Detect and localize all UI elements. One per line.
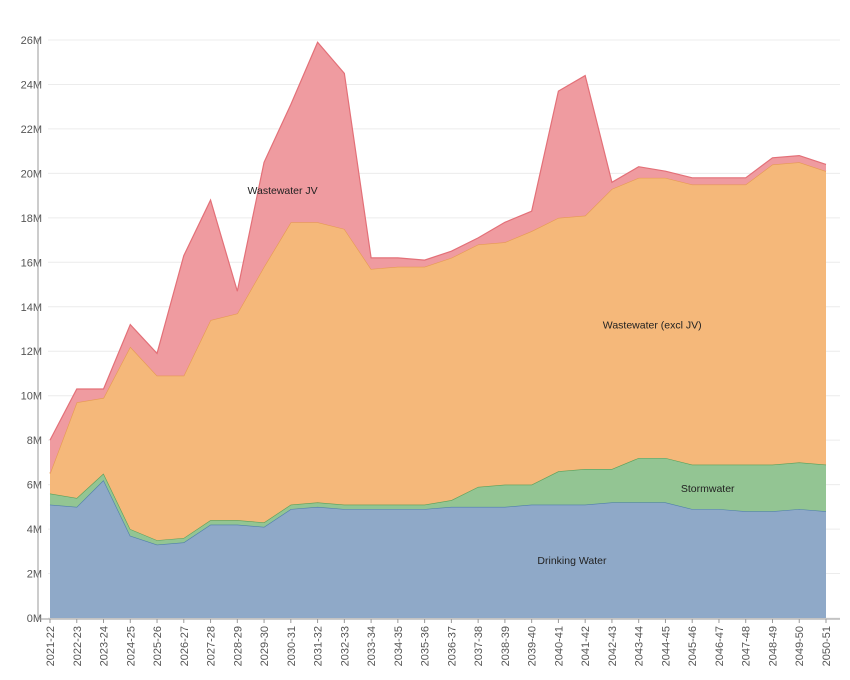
x-tick-label: 2045-46 (687, 626, 699, 666)
x-tick-label: 2048-49 (767, 626, 779, 666)
y-tick-label: 24M (21, 79, 42, 91)
series-area-3 (50, 42, 826, 474)
x-tick-label: 2027-28 (206, 626, 218, 666)
x-tick-label: 2036-37 (446, 626, 458, 666)
series-labels: Drinking Water Stormwater Wastewater (excl… (247, 185, 735, 567)
x-tick-label: 2023-24 (99, 626, 111, 666)
series-area-2 (50, 162, 826, 541)
x-tick-label: 2033-34 (366, 626, 378, 666)
y-tick-label: 20M (21, 168, 42, 180)
y-tick-label: 2M (27, 569, 42, 581)
x-tick-label: 2037-38 (473, 626, 485, 666)
x-tick-label: 2024-25 (125, 626, 137, 666)
x-tick-label: 2026-27 (179, 626, 191, 666)
y-tick-label: 18M (21, 213, 42, 225)
series-label: Wastewater (excl JV) (603, 320, 702, 332)
x-tick-label: 2050-51 (821, 626, 833, 666)
x-tick-label: 2028-29 (232, 626, 244, 666)
series-area-1 (50, 457, 826, 545)
x-tick-label: 2034-35 (393, 626, 405, 666)
y-tick-label: 4M (27, 524, 42, 536)
series-label: Drinking Water (537, 555, 607, 567)
x-tick-label: 2043-44 (634, 626, 646, 666)
y-tick-label: 6M (27, 480, 42, 492)
series-label: Wastewater JV (247, 185, 317, 197)
x-tick-label: 2025-26 (152, 626, 164, 666)
x-tick-label: 2047-48 (741, 626, 753, 666)
x-tick-label: 2039-40 (527, 626, 539, 666)
x-tick-label: 2029-30 (259, 626, 271, 666)
x-tick-label: 2031-32 (313, 626, 325, 666)
x-tick-label: 2044-45 (660, 626, 672, 666)
y-tick-label: 10M (21, 391, 42, 403)
x-tick-label: 2042-43 (607, 626, 619, 666)
x-tick-label: 2021-22 (45, 626, 57, 666)
y-tick-label: 22M (21, 124, 42, 136)
x-tick-label: 2040-41 (553, 626, 565, 666)
series-label: Stormwater (681, 483, 735, 495)
y-tick-label: 12M (21, 346, 42, 358)
x-tick-label: 2038-39 (500, 626, 512, 666)
series-areas (49, 41, 827, 618)
x-tick-label: 2041-42 (580, 626, 592, 666)
x-tick-label: 2046-47 (714, 626, 726, 666)
series-line-3 (49, 41, 827, 441)
x-axis: 2021-22 2022-23 2023-24 2024-25 2025-26 2026-… (38, 618, 840, 666)
x-tick-label: 2035-36 (420, 626, 432, 666)
x-tick-label: 2030-31 (286, 626, 298, 666)
x-tick-label: 2032-33 (339, 626, 351, 666)
y-tick-label: 8M (27, 435, 42, 447)
x-tick-label: 2049-50 (794, 626, 806, 666)
y-tick-label: 14M (21, 302, 42, 314)
y-tick-label: 26M (21, 35, 42, 47)
x-tick-label: 2022-23 (72, 626, 84, 666)
series-area-0 (50, 480, 826, 618)
y-tick-label: 16M (21, 257, 42, 269)
